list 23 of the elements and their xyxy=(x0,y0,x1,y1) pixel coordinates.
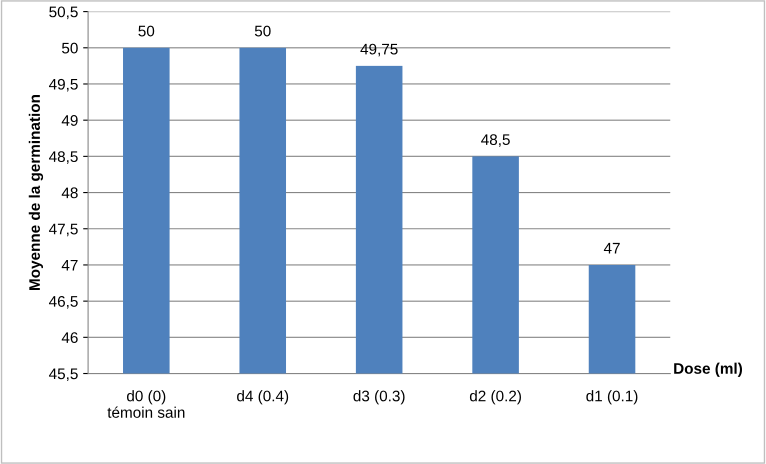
data-label: 49,75 xyxy=(360,44,398,56)
x-tick-label: d3 (0.3) xyxy=(353,390,405,404)
x-tick-label: d4 (0.4) xyxy=(237,390,288,404)
y-tick-label: 46 xyxy=(62,332,78,344)
x-tick-label: d0 (0) témoin sain xyxy=(107,390,184,418)
data-label: 50 xyxy=(138,26,154,36)
y-tick-label: 50,5 xyxy=(49,6,78,20)
data-label: 47 xyxy=(604,242,620,254)
x-tick-label: d1 (0.1) xyxy=(586,390,638,404)
y-tick-label: 49,5 xyxy=(48,78,78,92)
y-tick-label: 49 xyxy=(62,115,78,126)
y-tick-label: 50 xyxy=(62,42,78,54)
y-tick-label: 45,5 xyxy=(48,368,78,382)
y-tick-label: 46,5 xyxy=(48,296,78,309)
y-tick-label: 47,5 xyxy=(48,224,78,236)
y-tick-label: 47 xyxy=(62,260,78,270)
data-label: 48,5 xyxy=(481,134,510,147)
x-axis-title: Dose (ml) xyxy=(674,362,742,377)
x-tick-label: d2 (0.2) xyxy=(470,390,521,404)
y-tick-label: 48,5 xyxy=(48,151,78,164)
y-axis-title: Moyenne de la germination xyxy=(28,95,44,290)
y-tick-label: 48 xyxy=(62,187,78,198)
data-label: 50 xyxy=(254,26,271,36)
